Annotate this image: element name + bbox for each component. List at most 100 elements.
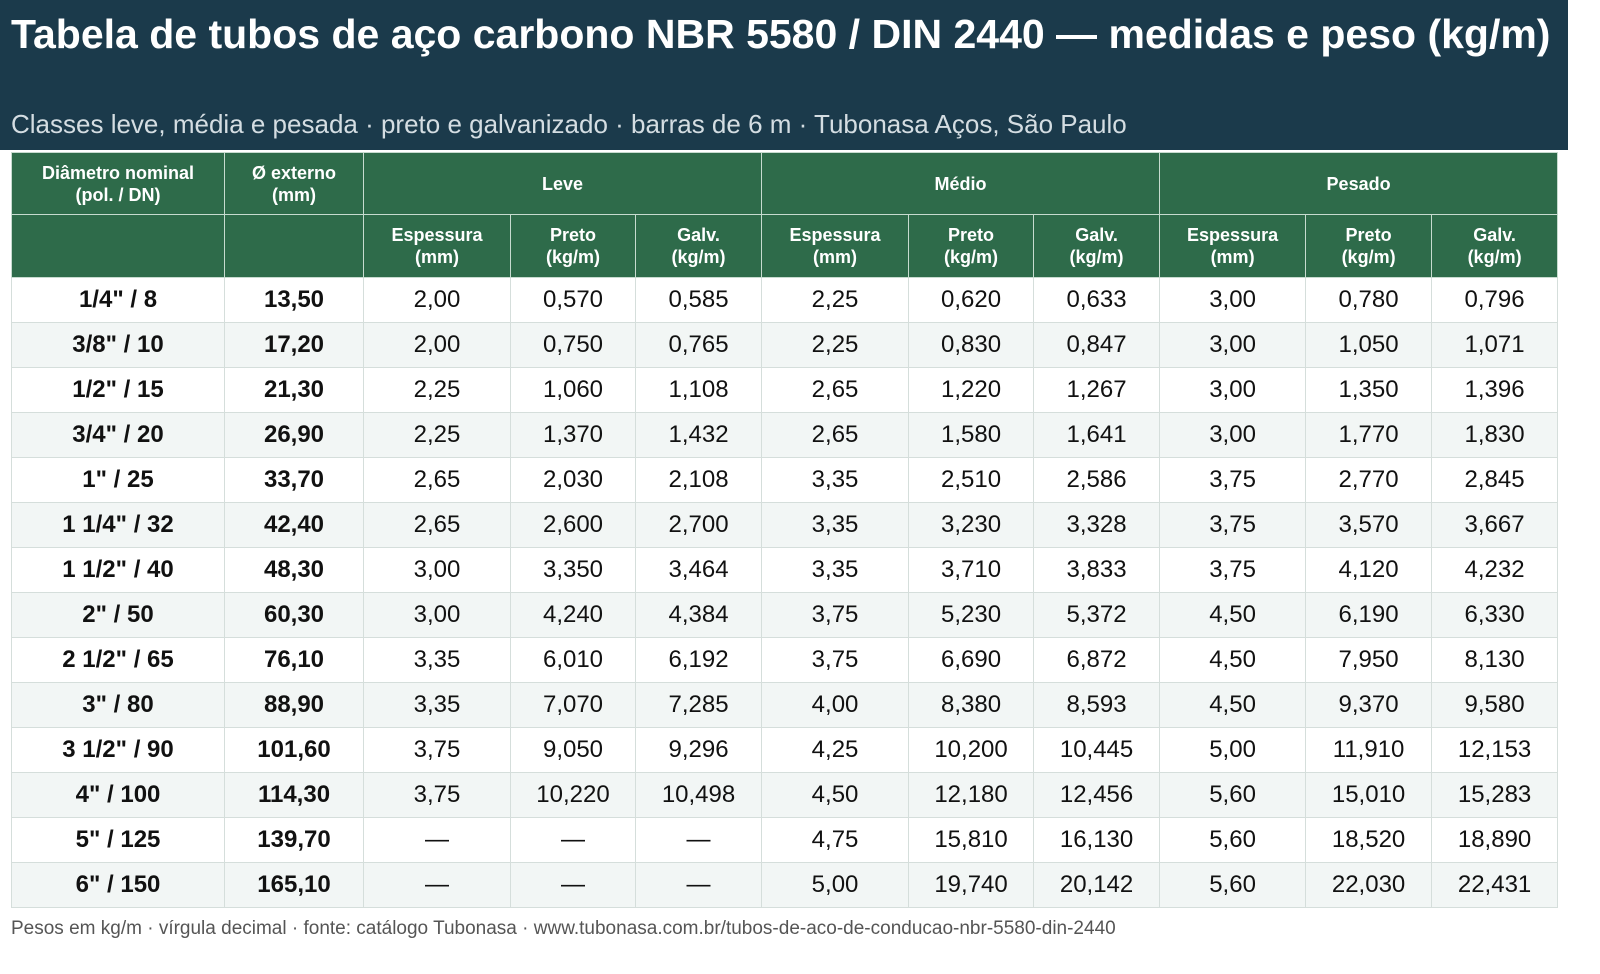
cell: 8,593 [1033,682,1161,728]
nominal-diameter: 3/8" / 10 [11,322,225,368]
table-row: 2" / 50 60,30 3,00 4,240 4,384 3,75 5,230 5,372… [11,592,1559,638]
cell: — [634,862,763,908]
cell: 1,770 [1305,412,1433,458]
cell: 0,847 [1033,322,1161,368]
cell: 2,00 [363,277,511,323]
outer-diameter: 101,60 [224,727,364,773]
cell: 2,00 [363,322,511,368]
cell: 3,75 [363,772,511,818]
cell: 1,580 [908,412,1035,458]
cell: 0,570 [510,277,636,323]
cell: 1,370 [510,412,636,458]
cell: 3,710 [908,547,1035,593]
outer-diameter: 42,40 [224,502,364,548]
cell: 2,600 [510,502,636,548]
cell: 0,585 [634,277,763,323]
cell: 7,950 [1305,637,1433,683]
cell: 16,130 [1033,817,1161,863]
cell: 15,810 [908,817,1035,863]
cell: 2,586 [1033,457,1161,503]
cell: 1,071 [1431,322,1559,368]
cell: 7,070 [510,682,636,728]
cell: 6,690 [908,637,1035,683]
cell: 0,780 [1305,277,1433,323]
cell: 3,00 [1159,412,1307,458]
cell: 3,35 [363,682,511,728]
cell: 7,285 [634,682,763,728]
cell: 6,872 [1033,637,1161,683]
outer-diameter: 165,10 [224,862,364,908]
cell: — [363,817,511,863]
nominal-diameter: 5" / 125 [11,817,225,863]
table-row: 1" / 25 33,70 2,65 2,030 2,108 3,35 2,510 2,586… [11,457,1559,503]
nominal-diameter: 4" / 100 [11,772,225,818]
table-row: 1 1/4" / 32 42,40 2,65 2,600 2,700 3,35 3,230 3… [11,502,1559,548]
column-header: Galv. (kg/m) [1033,214,1161,278]
group-header: Diâmetro nominal (pol. / DN) [11,152,225,215]
cell: 2,700 [634,502,763,548]
outer-diameter: 13,50 [224,277,364,323]
cell: 2,65 [363,457,511,503]
outer-diameter: 26,90 [224,412,364,458]
outer-diameter: 76,10 [224,637,364,683]
cell: 3,570 [1305,502,1433,548]
cell: 1,396 [1431,367,1559,413]
title: Tabela de tubos de aço carbono NBR 5580 … [11,11,1551,57]
cell: 1,060 [510,367,636,413]
header-blank [224,214,364,278]
cell: 5,230 [908,592,1035,638]
cell: 3,230 [908,502,1035,548]
cell: 3,35 [761,457,910,503]
cell: 3,75 [761,637,910,683]
cell: 9,296 [634,727,763,773]
cell: 10,445 [1033,727,1161,773]
cell: 5,00 [1159,727,1307,773]
cell: 0,750 [510,322,636,368]
cell: 4,25 [761,727,910,773]
outer-diameter: 139,70 [224,817,364,863]
cell: 10,200 [908,727,1035,773]
cell: 11,910 [1305,727,1433,773]
nominal-diameter: 3 1/2" / 90 [11,727,225,773]
cell: 9,050 [510,727,636,773]
cell: 5,372 [1033,592,1161,638]
cell: 3,35 [761,547,910,593]
column-header: Espessura (mm) [761,214,910,278]
cell: 5,60 [1159,862,1307,908]
cell: 22,030 [1305,862,1433,908]
cell: 3,75 [1159,547,1307,593]
cell: 9,370 [1305,682,1433,728]
cell: 4,50 [761,772,910,818]
outer-diameter: 114,30 [224,772,364,818]
table-row: 2 1/2" / 65 76,10 3,35 6,010 6,192 3,75 6,690 6… [11,637,1559,683]
table-row: 1 1/2" / 40 48,30 3,00 3,350 3,464 3,35 3,710 3… [11,547,1559,593]
nominal-diameter: 3/4" / 20 [11,412,225,458]
cell: 4,00 [761,682,910,728]
header-banner: Tabela de tubos de aço carbono NBR 5580 … [0,0,1568,150]
nominal-diameter: 6" / 150 [11,862,225,908]
nominal-diameter: 1 1/2" / 40 [11,547,225,593]
cell: 6,010 [510,637,636,683]
cell: 4,240 [510,592,636,638]
header-blank [11,214,225,278]
cell: 3,75 [1159,502,1307,548]
column-header: Preto (kg/m) [908,214,1035,278]
cell: 6,190 [1305,592,1433,638]
cell: 3,35 [761,502,910,548]
cell: 8,380 [908,682,1035,728]
cell: 2,108 [634,457,763,503]
nominal-diameter: 1/4" / 8 [11,277,225,323]
group-header: Pesado [1159,152,1559,215]
cell: 2,25 [363,367,511,413]
cell: 0,796 [1431,277,1559,323]
cell: 0,620 [908,277,1035,323]
table-row: 1/4" / 8 13,50 2,00 0,570 0,585 2,25 0,620 0,63… [11,277,1559,323]
cell: 4,384 [634,592,763,638]
cell: 5,00 [761,862,910,908]
column-header: Galv. (kg/m) [1431,214,1559,278]
cell: 2,65 [363,502,511,548]
cell: 4,50 [1159,592,1307,638]
cell: 12,180 [908,772,1035,818]
outer-diameter: 88,90 [224,682,364,728]
